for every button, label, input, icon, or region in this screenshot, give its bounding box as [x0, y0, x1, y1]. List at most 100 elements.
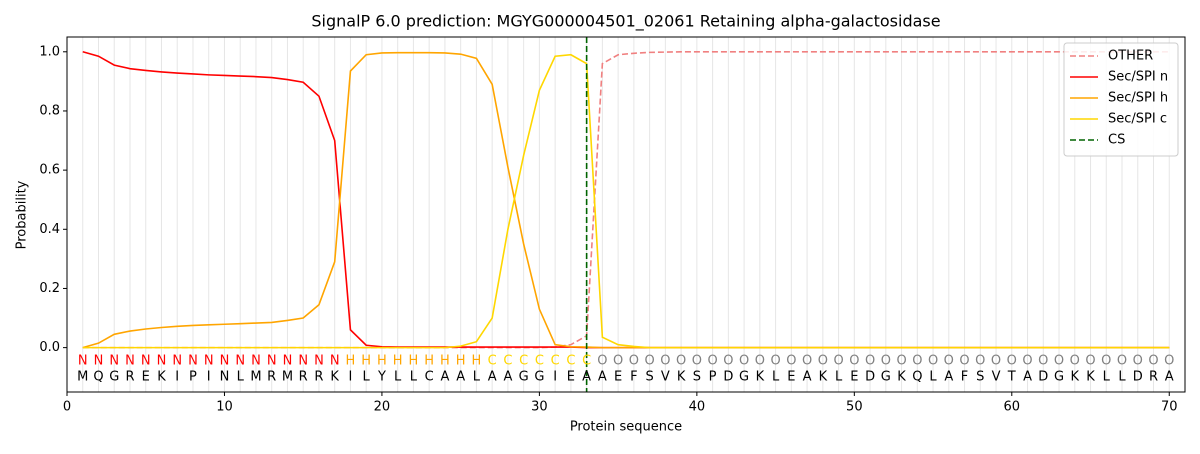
region-label: O [1054, 354, 1064, 369]
region-label: N [141, 354, 151, 369]
region-label: N [330, 354, 340, 369]
region-label: O [1117, 354, 1127, 369]
residue-label: K [756, 370, 765, 385]
region-label: C [503, 354, 512, 369]
region-label: O [865, 354, 875, 369]
residue-label: M [250, 370, 261, 385]
residue-label: L [410, 370, 418, 385]
legend-label: OTHER [1108, 49, 1153, 64]
region-label: O [959, 354, 969, 369]
x-tick-label: 20 [374, 400, 391, 415]
region-label: O [1101, 354, 1111, 369]
region-label: O [896, 354, 906, 369]
region-label: O [613, 354, 623, 369]
region-label: N [298, 354, 308, 369]
residue-label: D [865, 370, 875, 385]
y-tick-label: 0.0 [39, 340, 60, 355]
legend-box [1063, 42, 1179, 157]
residue-label: A [598, 370, 607, 385]
residue-label: Q [912, 370, 922, 385]
residue-label: K [819, 370, 828, 385]
region-label: N [125, 354, 135, 369]
region-label: N [94, 354, 104, 369]
region-label: O [645, 354, 655, 369]
residue-label: G [534, 370, 544, 385]
region-label: C [582, 354, 591, 369]
residue-label: I [207, 370, 211, 385]
residue-label: Q [93, 370, 103, 385]
region-label: H [440, 354, 450, 369]
region-label: O [692, 354, 702, 369]
residue-label: G [739, 370, 749, 385]
region-label: N [109, 354, 119, 369]
region-label: O [786, 354, 796, 369]
residue-label: E [787, 370, 795, 385]
residue-label: L [1103, 370, 1111, 385]
x-tick-label: 0 [63, 400, 71, 415]
residue-label: G [1054, 370, 1064, 385]
residue-label: I [553, 370, 557, 385]
region-label: O [849, 354, 859, 369]
residue-label: A [944, 370, 953, 385]
region-label: N [78, 354, 88, 369]
region-label: C [488, 354, 497, 369]
legend-label: Sec/SPI n [1108, 70, 1168, 85]
residue-label: N [220, 370, 230, 385]
x-tick-label: 10 [216, 400, 233, 415]
region-label: O [928, 354, 938, 369]
legend-label: CS [1108, 133, 1125, 148]
region-label: C [519, 354, 528, 369]
region-label: O [912, 354, 922, 369]
residue-label: L [394, 370, 402, 385]
residue-label: L [929, 370, 937, 385]
residue-label: L [835, 370, 843, 385]
x-axis-label: Protein sequence [570, 420, 682, 435]
residue-label: L [772, 370, 780, 385]
residue-label: I [175, 370, 179, 385]
region-label: O [1148, 354, 1158, 369]
region-label: O [802, 354, 812, 369]
residue-label: L [363, 370, 371, 385]
region-label: H [424, 354, 434, 369]
residue-label: L [1118, 370, 1126, 385]
plot-frame [66, 36, 1186, 393]
y-axis-label: Probability [15, 180, 30, 249]
residue-label: P [709, 370, 717, 385]
residue-label: A [1165, 370, 1174, 385]
residue-label: V [992, 370, 1001, 385]
residue-label: V [661, 370, 670, 385]
region-label: N [251, 354, 261, 369]
series-line [82, 53, 1170, 349]
region-label: N [220, 354, 230, 369]
region-label: O [1038, 354, 1048, 369]
residue-label: A [582, 370, 591, 385]
region-label: O [755, 354, 765, 369]
region-label: H [393, 354, 403, 369]
x-tick-label: 60 [1004, 400, 1021, 415]
residue-label: I [349, 370, 353, 385]
residue-label: G [109, 370, 119, 385]
region-label: O [597, 354, 607, 369]
residue-label: F [630, 370, 637, 385]
region-label: O [1133, 354, 1143, 369]
region-label: H [361, 354, 371, 369]
region-label: O [991, 354, 1001, 369]
region-label: O [1164, 354, 1174, 369]
region-label: O [723, 354, 733, 369]
residue-label: F [961, 370, 968, 385]
residue-label: A [456, 370, 465, 385]
residue-label: S [645, 370, 653, 385]
region-label: O [833, 354, 843, 369]
y-tick-label: 0.6 [39, 163, 60, 178]
region-label: N [283, 354, 293, 369]
residue-label: E [567, 370, 575, 385]
residue-label: K [330, 370, 339, 385]
x-tick-label: 70 [1161, 400, 1178, 415]
residue-label: R [267, 370, 276, 385]
residue-label: D [1038, 370, 1048, 385]
region-label: N [314, 354, 324, 369]
residue-label: G [881, 370, 891, 385]
region-label: N [204, 354, 214, 369]
region-label: H [377, 354, 387, 369]
